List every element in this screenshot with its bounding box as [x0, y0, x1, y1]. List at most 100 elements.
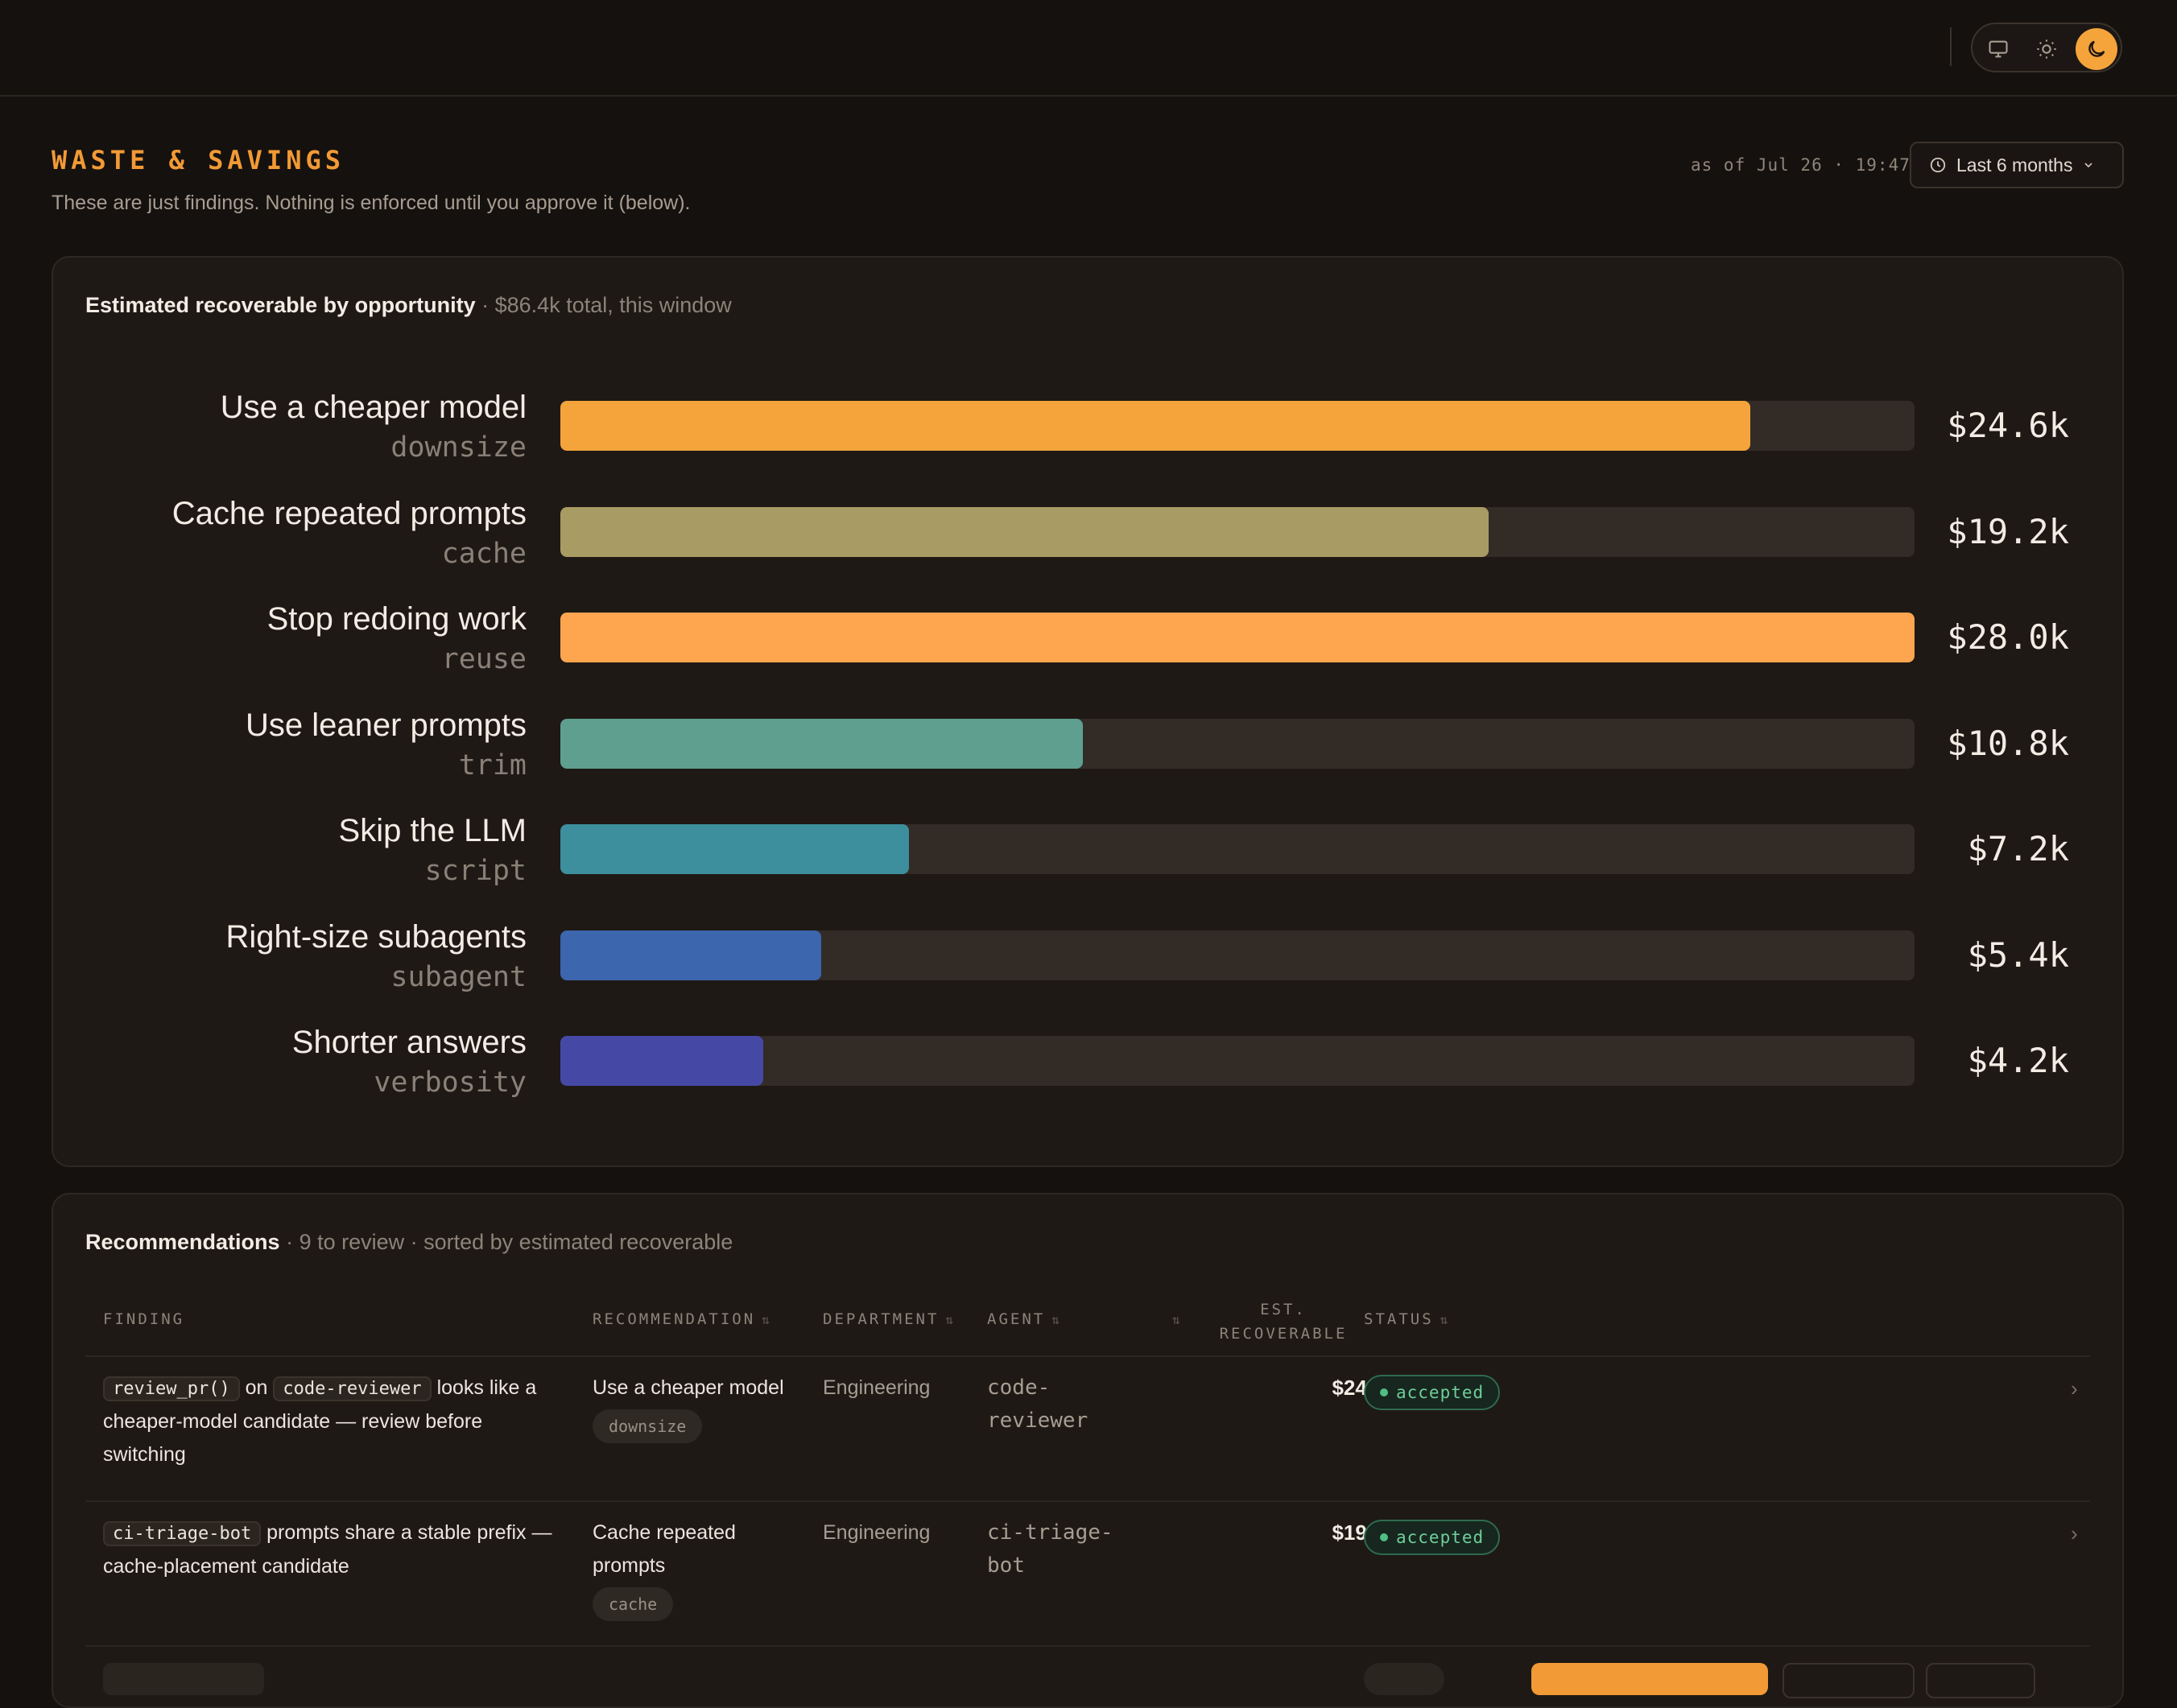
department-cell: Engineering	[823, 1376, 931, 1399]
bar	[560, 930, 822, 980]
row-divider	[85, 1500, 2090, 1502]
recommendations-card-title: Recommendations	[85, 1230, 280, 1254]
time-range-label: Last 6 months	[1956, 154, 2073, 175]
status-dot	[1380, 1533, 1388, 1541]
table-row[interactable]: ci-triage-bot prompts share a stable pre…	[53, 1502, 2125, 1645]
chevron-right-icon[interactable]: ›	[2071, 1521, 2078, 1545]
bar	[560, 1036, 764, 1086]
column-header-status[interactable]: STATUS ⇅	[1364, 1310, 1451, 1328]
bar-code: subagent	[390, 960, 527, 993]
agent-chip: code-reviewer	[273, 1376, 432, 1401]
bar-value-label: $24.6k	[1947, 406, 2069, 445]
department-cell: Engineering	[823, 1521, 931, 1544]
bar-row-cache: Cache repeated prompts cache $19.2k	[53, 496, 2125, 600]
opportunities-card-subtitle: · $86.4k total, this window	[481, 293, 732, 317]
row-divider	[85, 1645, 2090, 1647]
category-tag: downsize	[593, 1409, 703, 1443]
bar-label: Use a cheaper model	[220, 390, 527, 425]
column-header-recommendation[interactable]: RECOMMENDATION ⇅	[593, 1310, 772, 1328]
sort-icon[interactable]: ⇅	[1172, 1312, 1183, 1327]
bar	[560, 718, 1083, 769]
agent-cell: ci-triage-bot	[987, 1520, 1113, 1578]
bar-value-label: $28.0k	[1947, 617, 2069, 657]
table-row[interactable]	[53, 1647, 2125, 1698]
function-chip: review_pr()	[103, 1376, 240, 1401]
bar-row-verbosity: Shorter answers verbosity $4.2k	[53, 1025, 2125, 1129]
bar-label: Stop redoing work	[266, 601, 527, 637]
bar-value-label: $19.2k	[1947, 511, 2069, 551]
as-of-timestamp: as of Jul 26 · 19:47	[1691, 155, 1911, 175]
bar	[560, 506, 1489, 557]
bar-row-subagent: Right-size subagents subagent $5.4k	[53, 919, 2125, 1024]
chevron-down-icon	[2084, 163, 2093, 168]
bar-code: downsize	[390, 431, 527, 464]
table-row[interactable]: review_pr() on code-reviewer looks like …	[53, 1357, 2125, 1500]
finding-cell	[103, 1663, 264, 1695]
clock-icon	[1930, 157, 1946, 173]
sort-icon: ⇅	[1440, 1312, 1451, 1327]
bar-row-script: Skip the LLM script $7.2k	[53, 813, 2125, 918]
topbar-divider	[1950, 27, 1952, 66]
column-header-agent[interactable]: AGENT ⇅	[987, 1310, 1062, 1328]
status-badge: accepted	[1364, 1375, 1501, 1410]
chevron-right-icon[interactable]: ›	[2071, 1376, 2078, 1401]
bar-label: Cache repeated prompts	[171, 495, 527, 531]
opportunities-card-title: Estimated recoverable by opportunity	[85, 293, 476, 317]
top-bar	[0, 0, 2177, 97]
finding-cell: ci-triage-bot prompts share a stable pre…	[103, 1521, 552, 1578]
recommendations-card-header: Recommendations · 9 to review · sorted b…	[85, 1230, 733, 1255]
sun-icon[interactable]	[2026, 28, 2068, 70]
time-range-dropdown[interactable]: Last 6 months	[1910, 142, 2124, 188]
moon-icon[interactable]	[2076, 28, 2117, 70]
finding-cell: review_pr() on code-reviewer looks like …	[103, 1376, 537, 1466]
bar-label: Shorter answers	[291, 1025, 527, 1060]
page-title: WASTE & SAVINGS	[52, 145, 345, 175]
bar-code: trim	[458, 749, 527, 782]
bar-value-label: $10.8k	[1947, 723, 2069, 763]
table-header-divider	[85, 1355, 2090, 1357]
recommendations-card-subtitle: · 9 to review · sorted by estimated reco…	[286, 1230, 733, 1254]
bar-track	[560, 506, 1915, 557]
tertiary-button[interactable]	[1926, 1663, 2035, 1698]
bar-code: cache	[441, 537, 527, 570]
bar-label: Use leaner prompts	[245, 707, 527, 743]
category-tag: cache	[593, 1587, 674, 1621]
page-subtitle: These are just findings. Nothing is enfo…	[52, 192, 691, 214]
opportunities-card: Estimated recoverable by opportunity · $…	[52, 256, 2124, 1167]
bar-row-reuse: Stop redoing work reuse $28.0k	[53, 601, 2125, 706]
opportunities-card-header: Estimated recoverable by opportunity · $…	[85, 293, 732, 318]
agent-cell: code-reviewer	[987, 1376, 1088, 1433]
sort-icon: ⇅	[945, 1312, 956, 1327]
bar-code: script	[424, 855, 527, 887]
sort-icon: ⇅	[1051, 1312, 1062, 1327]
bar-track	[560, 718, 1915, 769]
agent-chip: ci-triage-bot	[103, 1521, 262, 1546]
secondary-button[interactable]	[1782, 1663, 1915, 1698]
sort-icon: ⇅	[762, 1312, 772, 1327]
bar-value-label: $7.2k	[1967, 829, 2069, 868]
bar	[560, 824, 909, 874]
bar-code: verbosity	[374, 1066, 527, 1099]
column-header-finding: FINDING	[103, 1310, 185, 1328]
approve-button[interactable]	[1531, 1663, 1768, 1695]
bar-track	[560, 613, 1915, 662]
bar-value-label: $4.2k	[1967, 1041, 2069, 1080]
recommendation-cell: Use a cheaper model downsize	[593, 1372, 786, 1443]
column-header-est-recoverable[interactable]: EST. RECOVERABLE	[1219, 1301, 1348, 1343]
bar-code: reuse	[441, 643, 527, 675]
status-badge: accepted	[1364, 1520, 1501, 1555]
bar-track	[560, 1036, 1915, 1086]
bar	[560, 401, 1750, 451]
bar-label: Skip the LLM	[338, 813, 527, 848]
column-header-department[interactable]: DEPARTMENT ⇅	[823, 1310, 956, 1328]
status-dot	[1380, 1388, 1388, 1397]
bar-value-label: $5.4k	[1967, 934, 2069, 975]
status-badge	[1364, 1663, 1444, 1695]
recommendation-cell: Cache repeated prompts cache	[593, 1516, 786, 1621]
bar-row-trim: Use leaner prompts trim $10.8k	[53, 708, 2125, 812]
bar-label: Right-size subagents	[225, 918, 527, 955]
monitor-icon[interactable]	[1977, 28, 2019, 70]
recommendations-card: Recommendations · 9 to review · sorted b…	[52, 1193, 2124, 1708]
bar-row-downsize: Use a cheaper model downsize $24.6k	[53, 390, 2125, 494]
bar-track	[560, 824, 1915, 874]
